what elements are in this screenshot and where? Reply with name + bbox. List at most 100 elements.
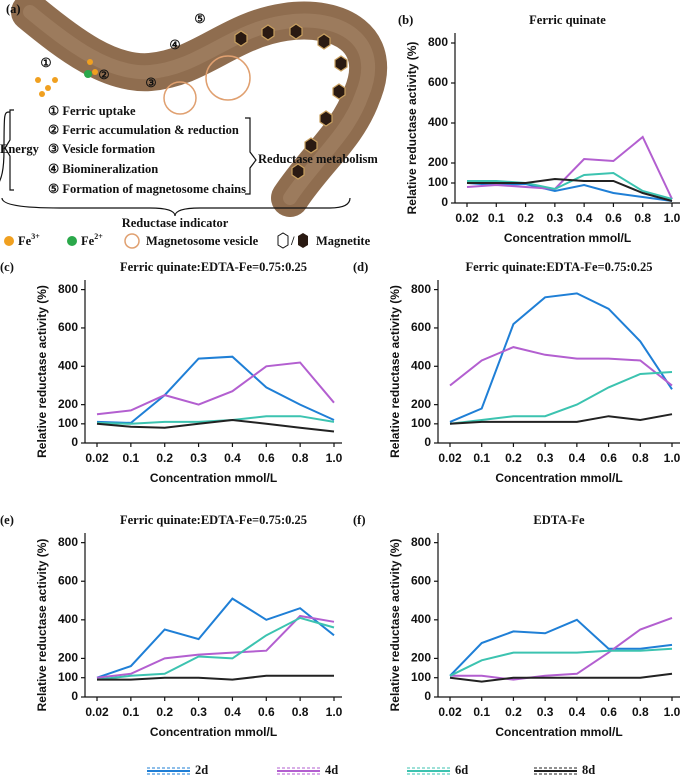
x-tick-label: 0.6 <box>605 211 622 225</box>
x-tick-label: 0.4 <box>576 211 593 225</box>
y-tick-label: 600 <box>411 573 431 587</box>
y-tick-label: 400 <box>411 612 431 626</box>
x-tick-label: 1.0 <box>664 451 681 465</box>
x-axis-label: Concentration mmol/L <box>495 471 622 485</box>
chart: (e) Ferric quinate:EDTA-Fe=0.75:0.25 0 100 2… <box>0 513 343 739</box>
x-tick-label: 0.02 <box>455 211 479 225</box>
step-number: ③ <box>145 76 156 90</box>
y-tick-label: 400 <box>58 612 78 626</box>
series-line <box>96 597 335 679</box>
fe2-dot <box>84 70 92 78</box>
y-tick-label: 200 <box>411 651 431 665</box>
y-tick-label: 100 <box>411 670 431 684</box>
y-axis-label: Relative reductase activity (%) <box>388 539 402 712</box>
legend-label: Fe2+ <box>81 232 103 248</box>
step-item: ⑤ Formation of magnetosome chains <box>48 182 246 196</box>
x-tick-label: 0.2 <box>505 451 522 465</box>
chart: (d) Ferric quinate:EDTA-Fe=0.75:0.25 0 100 2… <box>353 260 681 485</box>
chart-title: Ferric quinate:EDTA-Fe=0.75:0.25 <box>465 260 652 274</box>
step-number: ④ <box>169 38 180 52</box>
legend-label: Fe3+ <box>18 232 40 248</box>
series-line <box>96 361 335 416</box>
y-tick-label: 100 <box>58 416 78 430</box>
y-tick-label: 0 <box>424 689 431 703</box>
chart-title: Ferric quinate <box>529 13 606 27</box>
y-tick-label: 800 <box>58 282 78 296</box>
diagram <box>0 0 387 249</box>
legend-fe3 <box>4 236 14 246</box>
series-line <box>96 614 335 679</box>
series-line <box>466 135 673 200</box>
x-tick-label: 0.02 <box>85 705 109 719</box>
x-tick-label: 0.4 <box>224 451 241 465</box>
legend-label: 4d <box>325 763 338 777</box>
series-line <box>97 674 334 681</box>
y-tick-label: 0 <box>424 435 431 449</box>
x-tick-label: 0.1 <box>123 451 140 465</box>
y-tick-label: 100 <box>428 175 448 189</box>
legend-label: 2d <box>195 763 208 777</box>
series-line <box>449 413 673 425</box>
step-item: ③ Vesicle formation <box>48 142 155 156</box>
y-tick-label: 200 <box>58 397 78 411</box>
x-tick-label: 0.6 <box>600 451 617 465</box>
y-tick-label: 600 <box>428 75 448 89</box>
vesicle <box>163 81 197 115</box>
legend-label: 8d <box>582 763 595 777</box>
y-tick-label: 800 <box>58 535 78 549</box>
x-tick-label: 0.4 <box>569 705 586 719</box>
x-tick-label: 0.6 <box>600 705 617 719</box>
chart: (f) EDTA-Fe 0 100 200 400 600 800 0.02 0.1 0.2 0.3 0… <box>353 513 681 739</box>
brace-metabolism <box>245 117 257 195</box>
series-line <box>449 672 673 683</box>
x-axis-label: Concentration mmol/L <box>495 725 622 739</box>
x-tick-label: 1.0 <box>664 705 681 719</box>
y-tick-label: 400 <box>411 358 431 372</box>
chart-title: EDTA-Fe <box>533 513 585 527</box>
y-tick-label: 600 <box>411 320 431 334</box>
y-tick-label: 100 <box>411 416 431 430</box>
legend-label: Magnetosome vesicle <box>146 234 259 248</box>
x-tick-label: 0.3 <box>190 705 207 719</box>
x-tick-label: 1.0 <box>664 211 681 225</box>
series-line <box>450 616 673 681</box>
panel-label: (d) <box>353 260 368 274</box>
bacterium-shade <box>23 5 375 205</box>
legend-label: Magnetite <box>316 234 371 248</box>
legend-magnetite-empty <box>277 232 289 249</box>
legend-fe2 <box>67 236 77 246</box>
x-tick-label: 0.8 <box>634 211 651 225</box>
chart: (b) Ferric quinate 0 100 200 400 600 800 0.02 0.1… <box>398 13 681 245</box>
x-tick-label: 0.4 <box>569 451 586 465</box>
step-number: ② <box>98 68 109 82</box>
x-tick-label: 0.1 <box>123 705 140 719</box>
y-tick-label: 800 <box>428 35 448 49</box>
x-tick-label: 0.02 <box>438 451 462 465</box>
x-tick-label: 0.1 <box>488 211 505 225</box>
brace-indicator <box>1 197 351 217</box>
x-tick-label: 0.02 <box>85 451 109 465</box>
panel-label: (c) <box>0 260 14 274</box>
series-line <box>449 647 673 677</box>
series-line <box>449 371 673 425</box>
series-line <box>449 346 673 387</box>
metabolism-label: Reductase metabolism <box>258 152 378 166</box>
x-tick-label: 0.4 <box>224 705 241 719</box>
y-axis-label: Relative reductase activity (%) <box>388 285 402 458</box>
vesicle <box>205 55 251 101</box>
y-tick-label: 0 <box>71 435 78 449</box>
panel-label: (a) <box>6 2 21 16</box>
series-line <box>96 616 335 681</box>
x-tick-label: 0.8 <box>292 705 309 719</box>
y-tick-label: 200 <box>411 397 431 411</box>
base: Fe <box>18 234 32 248</box>
panel-label: (b) <box>398 13 413 27</box>
x-tick-label: 0.6 <box>258 451 275 465</box>
energy-label: Energy <box>0 142 40 156</box>
y-tick-label: 600 <box>58 573 78 587</box>
x-tick-label: 0.2 <box>156 705 173 719</box>
x-tick-label: 0.3 <box>537 451 554 465</box>
x-axis-label: Concentration mmol/L <box>150 725 277 739</box>
y-tick-label: 0 <box>441 195 448 209</box>
chart-title: Ferric quinate:EDTA-Fe=0.75:0.25 <box>120 260 307 274</box>
